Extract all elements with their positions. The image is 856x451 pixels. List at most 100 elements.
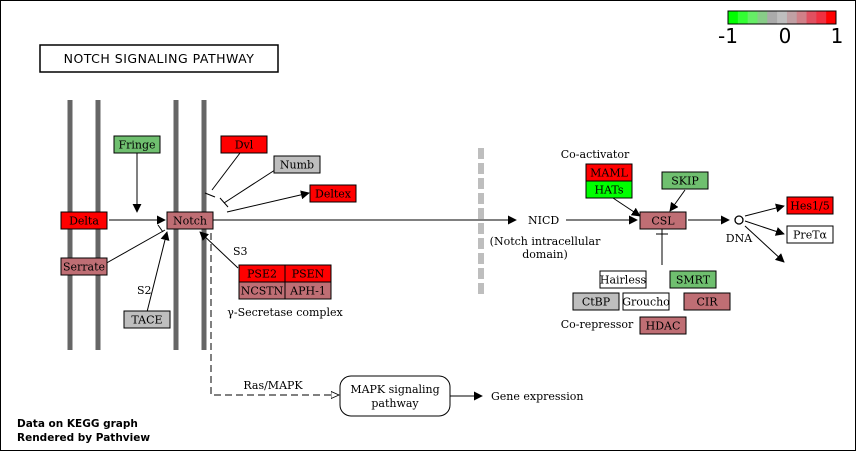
edges [102, 152, 785, 401]
gene-csl-box [639, 211, 687, 230]
gene-pse2-label: PSE2 [247, 268, 277, 281]
gene-skip-box [661, 171, 709, 190]
gene-csl-label: CSL [651, 215, 675, 228]
gene-numb-box [273, 155, 321, 174]
gene-skip-node[interactable]: SKIP [661, 171, 709, 190]
gene-hairless-box [599, 270, 647, 289]
gene-tace-label: TACE [131, 314, 162, 327]
edge-dna-target [744, 225, 785, 263]
edge-skip-csl [669, 189, 686, 212]
gene-pret-box [786, 225, 834, 244]
gene-dvl-node[interactable]: Dvl [220, 135, 268, 154]
legend-swatch [777, 11, 788, 24]
gene-deltex-label: Deltex [315, 188, 352, 201]
edge-dvl-notch-bar [204, 192, 216, 198]
gene-hdac-node[interactable]: HDAC [639, 316, 687, 335]
gene-serrate-box [60, 257, 108, 276]
gene-notch-box [166, 211, 214, 230]
color-legend [727, 10, 837, 25]
edge-serrate-notch [102, 229, 166, 266]
title-box [39, 44, 279, 73]
gene-hairless-node[interactable]: Hairless [599, 270, 647, 289]
gene-smrt-label: SMRT [676, 274, 711, 287]
gene-ncstn-node[interactable]: NCSTN [238, 281, 286, 300]
legend-min-label: -1 [718, 24, 738, 48]
label-corepressor: Co-repressor [561, 318, 634, 331]
label-nicd: NICD [528, 214, 559, 227]
label-nicd-desc-2: domain) [522, 248, 568, 261]
mapk-label-line1: MAPK signaling [350, 383, 439, 396]
gene-serrate-node[interactable]: Serrate [60, 257, 108, 276]
gene-tace-node[interactable]: TACE [123, 310, 171, 329]
gene-groucho-node[interactable]: Groucho [622, 292, 670, 311]
gene-groucho-box [622, 292, 670, 311]
gene-deltex-node[interactable]: Deltex [309, 184, 357, 203]
legend-mid-label: 0 [779, 24, 792, 48]
gene-pse2-node[interactable]: PSE2 [238, 264, 286, 283]
gene-dvl-label: Dvl [235, 139, 254, 152]
edge-notch-deltex [226, 190, 310, 213]
gene-hes-label: Hes1/5 [790, 200, 829, 213]
gene-psen-label: PSEN [292, 268, 325, 281]
gene-maml-node[interactable]: MAML [585, 163, 633, 182]
gene-fringe-box [113, 135, 161, 154]
gene-numb-label: Numb [280, 159, 314, 172]
gene-hats-label: HATs [594, 184, 623, 197]
legend-swatch [796, 11, 808, 24]
legend-swatch [816, 11, 827, 24]
gene-maml-label: MAML [590, 167, 628, 180]
legend-swatch [728, 11, 739, 24]
legend-swatch [757, 11, 768, 24]
gene-notch-node[interactable]: Notch [166, 211, 214, 230]
label-gamma-secretase: γ-Secretase complex [227, 306, 343, 319]
gene-pret-node[interactable]: PreTα [786, 225, 834, 244]
label-gene-expression: Gene expression [491, 390, 583, 403]
gene-delta-box [60, 211, 108, 230]
edge-coactivator-csl [609, 195, 641, 217]
gene-ctbp-box [572, 292, 620, 311]
gene-psen-node[interactable]: PSEN [284, 264, 332, 283]
gene-cir-box [683, 292, 731, 311]
gene-aph1-node[interactable]: APH-1 [284, 281, 332, 300]
gene-delta-node[interactable]: Delta [60, 211, 108, 230]
mapk-pathway-node[interactable] [339, 375, 451, 417]
credit-line1: Data on KEGG graph [17, 418, 138, 430]
legend-swatch [737, 11, 749, 24]
gene-skip-label: SKIP [671, 175, 699, 188]
gene-fringe-node[interactable]: Fringe [113, 135, 161, 154]
gene-hes-box [786, 196, 834, 215]
gene-pret-label: PreTα [793, 229, 828, 242]
gene-hats-node[interactable]: HATs [585, 180, 633, 199]
gene-tace-box [123, 310, 171, 329]
gene-serrate-label: Serrate [63, 261, 105, 274]
label-s2: S2 [137, 284, 152, 297]
dna-node [734, 215, 744, 225]
edge-secretase-notch [199, 231, 239, 269]
pathway-title: NOTCH SIGNALING PATHWAY [64, 51, 255, 66]
gene-delta-label: Delta [69, 215, 99, 228]
gene-fringe-label: Fringe [118, 139, 155, 152]
legend-swatch [767, 11, 778, 24]
gene-notch-label: Notch [173, 215, 207, 228]
legend-border [727, 10, 837, 25]
edge-dna-pret [744, 220, 785, 236]
label-dna: DNA [726, 232, 753, 245]
gene-csl-node[interactable]: CSL [639, 211, 687, 230]
gene-aph1-box [284, 281, 332, 300]
gene-smrt-node[interactable]: SMRT [669, 270, 717, 289]
gene-numb-node[interactable]: Numb [273, 155, 321, 174]
edge-dvl-notch [211, 152, 241, 191]
label-ras-mapk: Ras/MAPK [243, 379, 303, 392]
edge-numb-notch-bar [219, 197, 229, 208]
gene-ctbp-node[interactable]: CtBP [572, 292, 620, 311]
label-s3: S3 [233, 245, 248, 258]
gene-aph1-label: APH-1 [289, 285, 326, 298]
edge-tace-notch [146, 231, 170, 313]
gene-hes-node[interactable]: Hes1/5 [786, 196, 834, 215]
gene-cir-node[interactable]: CIR [683, 292, 731, 311]
credit-line2: Rendered by Pathview [17, 432, 150, 444]
gene-hdac-label: HDAC [646, 320, 681, 333]
legend-swatch [826, 11, 837, 24]
legend-swatch [786, 11, 798, 24]
